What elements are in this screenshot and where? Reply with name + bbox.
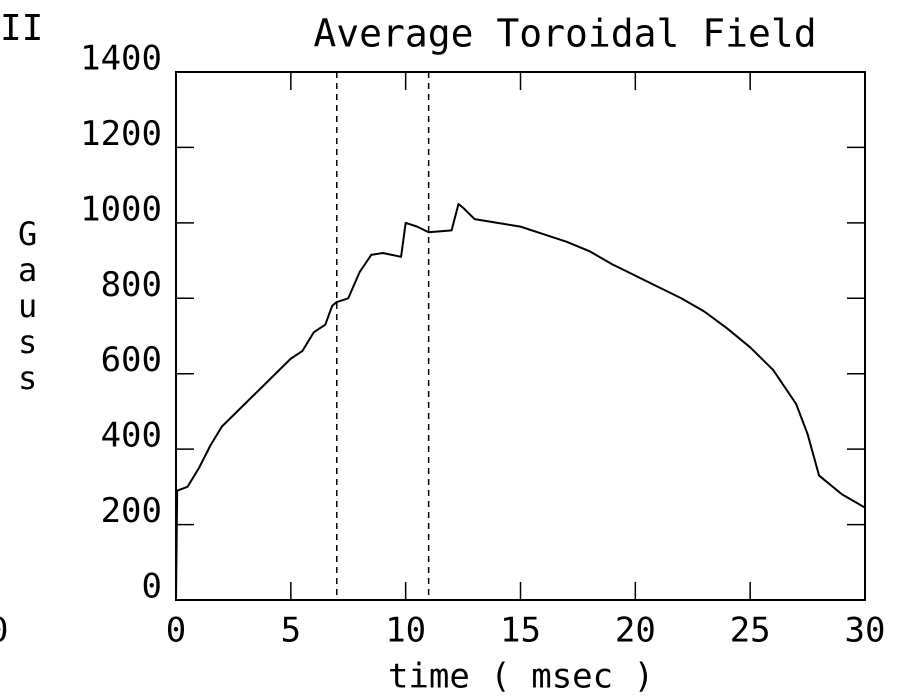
y-tick-label: 600 <box>101 340 162 380</box>
x-axis-label: time ( msec ) <box>388 657 654 697</box>
x-tick-label: 5 <box>281 611 301 651</box>
y-tick-label: 1000 <box>80 189 162 229</box>
y-tick-label: 0 <box>142 567 162 607</box>
chart-title: Average Toroidal Field <box>313 12 816 56</box>
x-tick-label: 30 <box>845 611 886 651</box>
annotation: II <box>0 8 43 49</box>
plot-frame <box>175 71 866 601</box>
y-tick-label: 1400 <box>80 39 162 79</box>
y-axis-label: Gauss <box>18 215 38 397</box>
x-tick-label: 20 <box>615 611 656 651</box>
y-tick-label: 200 <box>101 491 162 531</box>
y-tick-label: 400 <box>101 416 162 456</box>
x-tick-label: 15 <box>500 611 541 651</box>
y-tick-label: 800 <box>101 265 162 305</box>
x-tick-label: 10 <box>385 611 426 651</box>
y-tick-label: 1200 <box>80 114 162 154</box>
data-line <box>175 203 866 601</box>
annotation: 0 <box>0 611 8 651</box>
x-tick-label: 0 <box>166 611 186 651</box>
x-tick-label: 25 <box>730 611 771 651</box>
